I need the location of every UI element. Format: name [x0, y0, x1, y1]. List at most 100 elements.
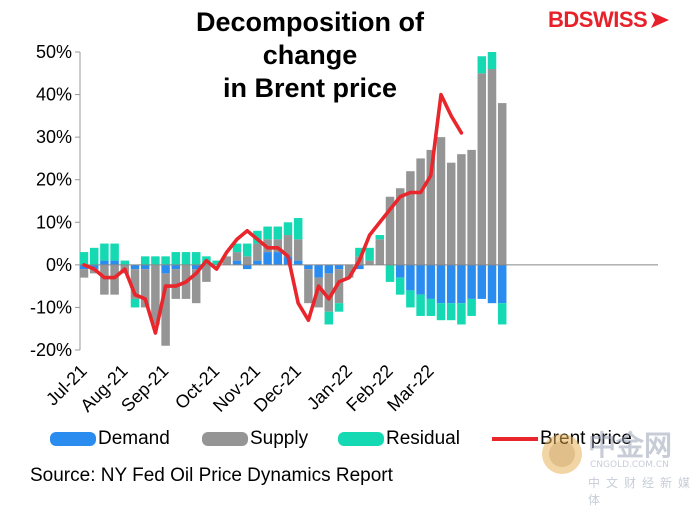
- bar-supply: [334, 269, 344, 304]
- bar-supply: [395, 188, 405, 265]
- bar-supply: [100, 264, 109, 295]
- bar-supply: [110, 264, 119, 295]
- legend-label-residual: Residual: [386, 428, 460, 449]
- bar-demand: [426, 264, 436, 299]
- y-tick-label: 30%: [36, 127, 72, 147]
- bar-demand: [100, 260, 109, 265]
- legend-swatch-demand: [50, 432, 96, 446]
- bar-supply: [283, 235, 293, 257]
- bar-demand: [406, 264, 415, 291]
- bar-demand: [253, 260, 262, 265]
- legend-item-supply: Supply: [202, 427, 308, 451]
- bar-demand: [487, 264, 497, 304]
- logo-arrow-icon: [651, 12, 670, 28]
- watermark-sub: 中文财经新媒体: [588, 476, 697, 507]
- y-tick-label: -20%: [30, 340, 72, 360]
- bar-supply: [446, 162, 456, 265]
- y-tick-label: -10%: [30, 297, 72, 317]
- bar-residual: [273, 226, 283, 240]
- bar-supply: [293, 239, 303, 261]
- bar-residual: [79, 252, 89, 265]
- bar-demand: [263, 252, 272, 265]
- legend-item-demand: Demand: [50, 427, 170, 451]
- bar-supply: [426, 149, 436, 265]
- bar-demand: [110, 260, 119, 265]
- bar-residual: [130, 298, 140, 308]
- bar-supply: [304, 269, 313, 304]
- bar-residual: [242, 243, 252, 257]
- legend-line-brent: [492, 437, 538, 441]
- chart-title: Decomposition of change in Brent price: [150, 6, 470, 105]
- bar-supply: [222, 256, 232, 265]
- bar-demand: [436, 264, 446, 304]
- bar-demand: [79, 264, 89, 270]
- bar-demand: [89, 264, 99, 270]
- bar-residual: [89, 247, 99, 265]
- legend-label-supply: Supply: [250, 428, 309, 449]
- bar-residual: [151, 256, 160, 265]
- legend-label-demand: Demand: [98, 428, 170, 449]
- bar-supply: [79, 269, 89, 278]
- bar-supply: [202, 264, 211, 282]
- bar-residual: [457, 303, 466, 325]
- bar-residual: [446, 303, 456, 321]
- bar-demand: [191, 264, 201, 270]
- bar-supply: [477, 73, 487, 265]
- watermark-zh: 中金网: [588, 429, 673, 462]
- bar-residual: [110, 243, 119, 261]
- bar-demand: [497, 264, 507, 304]
- bar-residual: [293, 218, 303, 240]
- bar-demand: [140, 264, 150, 270]
- bar-residual: [263, 226, 272, 240]
- bar-supply: [457, 154, 466, 265]
- bar-demand: [477, 264, 487, 299]
- bar-residual: [283, 222, 293, 236]
- bar-residual: [100, 243, 109, 261]
- watermark-coin-icon: [542, 434, 582, 474]
- bar-supply: [436, 137, 446, 265]
- bar-demand: [324, 264, 334, 274]
- bar-residual: [487, 52, 497, 70]
- bar-residual: [161, 256, 170, 265]
- bar-supply: [385, 196, 395, 265]
- bar-residual: [181, 252, 191, 265]
- bar-residual: [140, 256, 150, 265]
- bar-supply: [467, 149, 476, 265]
- y-tick-label: 0%: [46, 255, 72, 275]
- bar-demand: [273, 252, 283, 265]
- bar-demand: [395, 264, 405, 278]
- y-tick-label: 10%: [36, 212, 72, 232]
- bar-demand: [467, 264, 476, 299]
- bar-supply: [365, 260, 374, 265]
- bar-residual: [426, 298, 436, 316]
- logo-text-bd: BD: [548, 7, 579, 32]
- bar-residual: [334, 303, 344, 312]
- bar-supply: [375, 239, 385, 265]
- legend-swatch-supply: [202, 432, 248, 446]
- bar-demand: [446, 264, 456, 304]
- bar-supply: [242, 256, 252, 265]
- y-tick-label: 40%: [36, 85, 72, 105]
- bar-residual: [212, 260, 221, 265]
- bar-residual: [120, 260, 130, 265]
- legend-item-residual: Residual: [338, 427, 460, 451]
- bar-demand: [293, 260, 303, 265]
- bar-demand: [161, 264, 170, 274]
- bar-demand: [416, 264, 425, 295]
- bar-demand: [242, 264, 252, 270]
- legend-swatch-residual: [338, 432, 384, 446]
- bar-residual: [365, 247, 374, 261]
- source-note: Source: NY Fed Oil Price Dynamics Report: [30, 465, 393, 486]
- bar-supply: [406, 171, 415, 265]
- bar-demand: [457, 264, 466, 304]
- bar-supply: [487, 69, 497, 265]
- bar-supply: [497, 103, 507, 265]
- logo-text-swiss: SWISS: [578, 7, 648, 32]
- bar-supply: [161, 273, 170, 346]
- watermark: 中金网 CNGOLD.COM.CN 中文财经新媒体: [540, 424, 700, 507]
- watermark-en: CNGOLD.COM.CN: [590, 460, 669, 470]
- bar-demand: [314, 264, 323, 278]
- bar-supply: [253, 243, 262, 261]
- bar-residual: [416, 294, 425, 316]
